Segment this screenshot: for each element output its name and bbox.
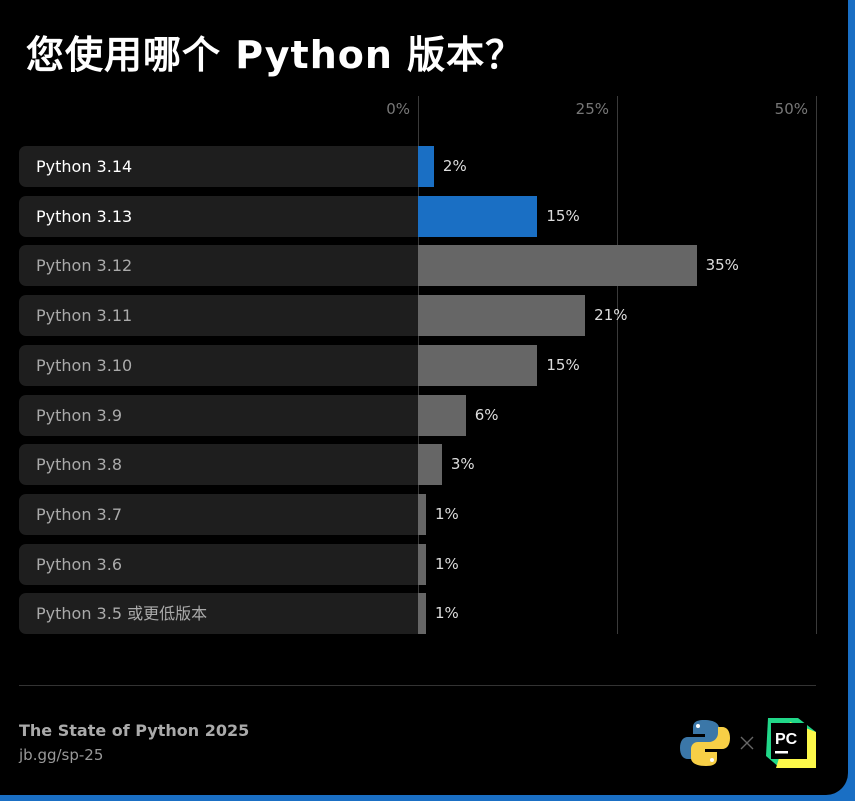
gridline (617, 96, 618, 634)
bar (418, 344, 538, 386)
x-tick-label: 50% (774, 100, 808, 118)
category-label: Python 3.14 (36, 157, 133, 176)
value-label: 15% (546, 206, 580, 225)
x-tick-label: 0% (386, 100, 410, 118)
value-label: 3% (450, 455, 475, 474)
times-icon (740, 736, 754, 750)
row-background (19, 444, 418, 486)
row-background (19, 593, 418, 635)
value-label: 21% (594, 306, 628, 325)
value-label: 35% (705, 256, 739, 275)
row-background (19, 394, 418, 436)
row-background (19, 195, 418, 237)
value-label: 1% (435, 504, 459, 523)
category-label: Python 3.10 (36, 355, 133, 375)
bar (418, 245, 697, 287)
value-label: 15% (546, 355, 580, 374)
svg-text:PC: PC (775, 731, 798, 748)
category-label: Python 3.11 (36, 306, 133, 326)
category-label: Python 3.7 (36, 504, 122, 524)
x-tick-label: 25% (575, 100, 609, 118)
bar (418, 593, 426, 635)
category-label: Python 3.6 (36, 554, 122, 574)
category-label: Python 3.8 (36, 455, 122, 475)
category-label: Python 3.13 (36, 206, 133, 226)
value-label: 1% (435, 554, 459, 573)
bar (418, 146, 434, 187)
row-background (19, 543, 418, 585)
row-background (19, 295, 418, 337)
bar (418, 493, 426, 535)
row-background (19, 493, 418, 535)
python-logo-icon (680, 720, 730, 766)
row-background (19, 245, 418, 287)
category-label: Python 3.9 (36, 405, 122, 425)
bar (418, 295, 586, 337)
category-label: Python 3.12 (36, 256, 133, 276)
bar (418, 444, 442, 486)
value-label: 1% (435, 604, 459, 623)
row-background (19, 146, 418, 187)
pycharm-logo-icon: PC (766, 718, 816, 768)
value-label: 2% (442, 157, 467, 175)
logos: PC (680, 716, 820, 776)
row-background (19, 344, 418, 386)
bar (418, 394, 466, 436)
bar (418, 543, 426, 585)
gridline (816, 96, 817, 634)
source-text: The State of Python 2025 (19, 721, 250, 740)
divider (19, 685, 816, 686)
source-link[interactable]: jb.gg/sp-25 (19, 746, 104, 764)
value-label: 6% (474, 405, 499, 424)
category-label: Python 3.5 或更低版本 (36, 604, 208, 624)
bar (418, 195, 538, 237)
chart-title: 您使用哪个 Python 版本？ (26, 33, 525, 77)
